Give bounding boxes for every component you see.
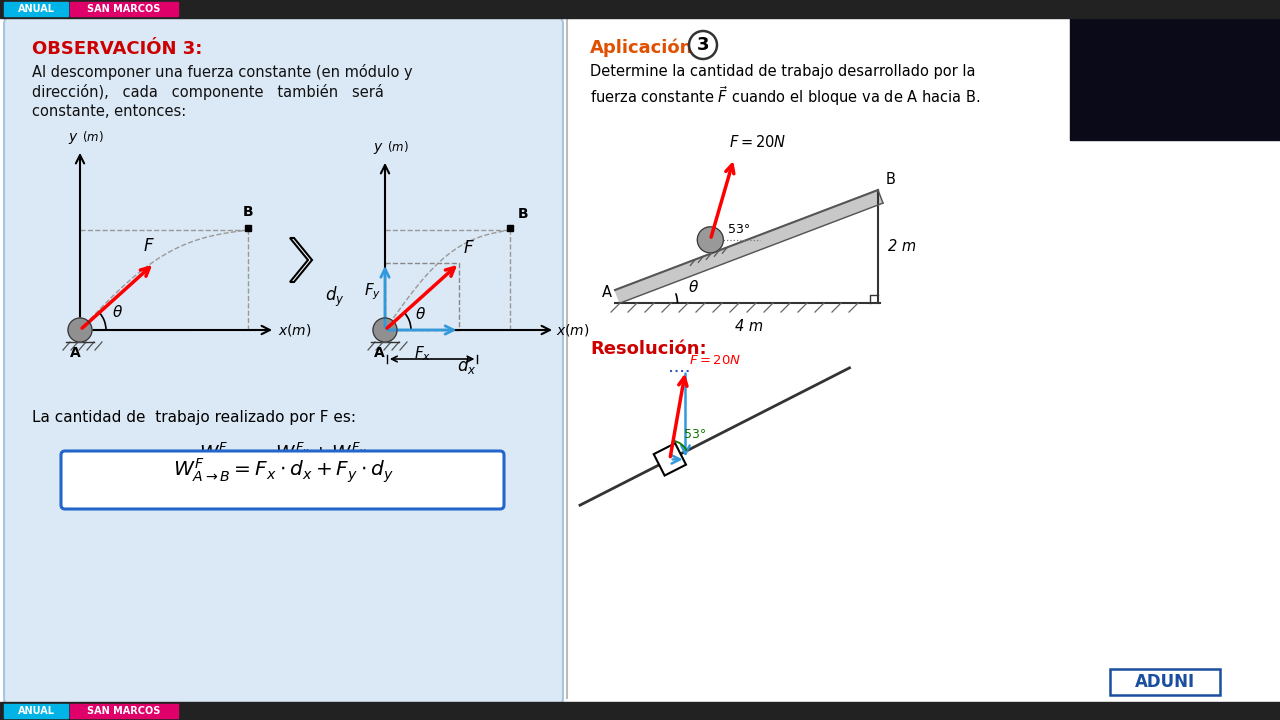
Text: $x(m)$: $x(m)$ — [556, 322, 590, 338]
Text: B: B — [518, 207, 529, 221]
Text: 4 m: 4 m — [735, 319, 763, 334]
Bar — [70, 2, 178, 16]
Bar — [4, 2, 68, 16]
Text: fuerza constante $\vec{F}$ cuando el bloque va de A hacia B.: fuerza constante $\vec{F}$ cuando el blo… — [590, 84, 980, 108]
Bar — [1110, 669, 1220, 695]
Text: 53°: 53° — [684, 428, 707, 441]
Circle shape — [372, 318, 397, 342]
Bar — [0, 702, 1280, 720]
Text: $F$: $F$ — [143, 237, 155, 255]
Text: $F_y$: $F_y$ — [364, 282, 381, 302]
Bar — [0, 0, 1280, 18]
Text: Al descomponer una fuerza constante (en módulo y: Al descomponer una fuerza constante (en … — [32, 64, 412, 80]
Text: 2 m: 2 m — [888, 239, 916, 254]
Text: $d_x$: $d_x$ — [457, 354, 476, 376]
FancyBboxPatch shape — [61, 451, 504, 509]
Text: $F=20N$: $F=20N$ — [690, 354, 742, 366]
Polygon shape — [291, 238, 312, 282]
Text: $F_x$: $F_x$ — [413, 344, 431, 363]
Polygon shape — [614, 190, 883, 303]
Text: $\theta$: $\theta$ — [113, 304, 123, 320]
Text: $W_{A \rightarrow B}^{F} = W^{F_x} + W^{F_y}$: $W_{A \rightarrow B}^{F} = W^{F_x} + W^{… — [200, 440, 367, 467]
Text: $\theta$: $\theta$ — [687, 279, 699, 295]
Text: ANUAL: ANUAL — [18, 706, 55, 716]
Text: B: B — [243, 205, 253, 219]
Text: SAN MARCOS: SAN MARCOS — [87, 4, 161, 14]
Bar — [70, 704, 178, 718]
Text: $F = 20N$: $F = 20N$ — [730, 134, 786, 150]
Text: y: y — [374, 140, 381, 154]
Text: $d_y$: $d_y$ — [325, 284, 344, 309]
Text: Determine la cantidad de trabajo desarrollado por la: Determine la cantidad de trabajo desarro… — [590, 64, 975, 79]
Text: $F$: $F$ — [463, 239, 475, 257]
Text: Resolución:: Resolución: — [590, 340, 707, 358]
Text: $W_{A \rightarrow B}^{F} = F_x \cdot d_x + F_y \cdot d_y$: $W_{A \rightarrow B}^{F} = F_x \cdot d_x… — [173, 457, 393, 485]
Circle shape — [68, 318, 92, 342]
Text: $(m)$: $(m)$ — [387, 139, 408, 154]
Text: $(m)$: $(m)$ — [82, 129, 104, 144]
Text: OBSERVACIÓN 3:: OBSERVACIÓN 3: — [32, 40, 202, 58]
Bar — [1070, 0, 1280, 140]
Text: 3: 3 — [696, 36, 709, 54]
Text: A: A — [69, 346, 81, 360]
Text: ADUNI: ADUNI — [1135, 673, 1196, 691]
Text: ANUAL: ANUAL — [18, 4, 55, 14]
Text: La cantidad de  trabajo realizado por F es:: La cantidad de trabajo realizado por F e… — [32, 410, 356, 425]
Text: $\theta$: $\theta$ — [415, 306, 426, 322]
Text: B: B — [886, 172, 896, 187]
Circle shape — [689, 31, 717, 59]
Bar — [4, 704, 68, 718]
Text: 53°: 53° — [728, 223, 750, 236]
Text: Aplicación: Aplicación — [590, 38, 694, 56]
Text: A: A — [374, 346, 384, 360]
Text: A: A — [602, 285, 612, 300]
Text: $x(m)$: $x(m)$ — [278, 322, 312, 338]
Text: SAN MARCOS: SAN MARCOS — [87, 706, 161, 716]
Polygon shape — [654, 444, 686, 475]
Text: constante, entonces:: constante, entonces: — [32, 104, 187, 119]
Circle shape — [698, 227, 723, 253]
Text: dirección),   cada   componente   también   será: dirección), cada componente también será — [32, 84, 384, 100]
FancyBboxPatch shape — [4, 16, 563, 706]
Text: y: y — [69, 130, 77, 144]
